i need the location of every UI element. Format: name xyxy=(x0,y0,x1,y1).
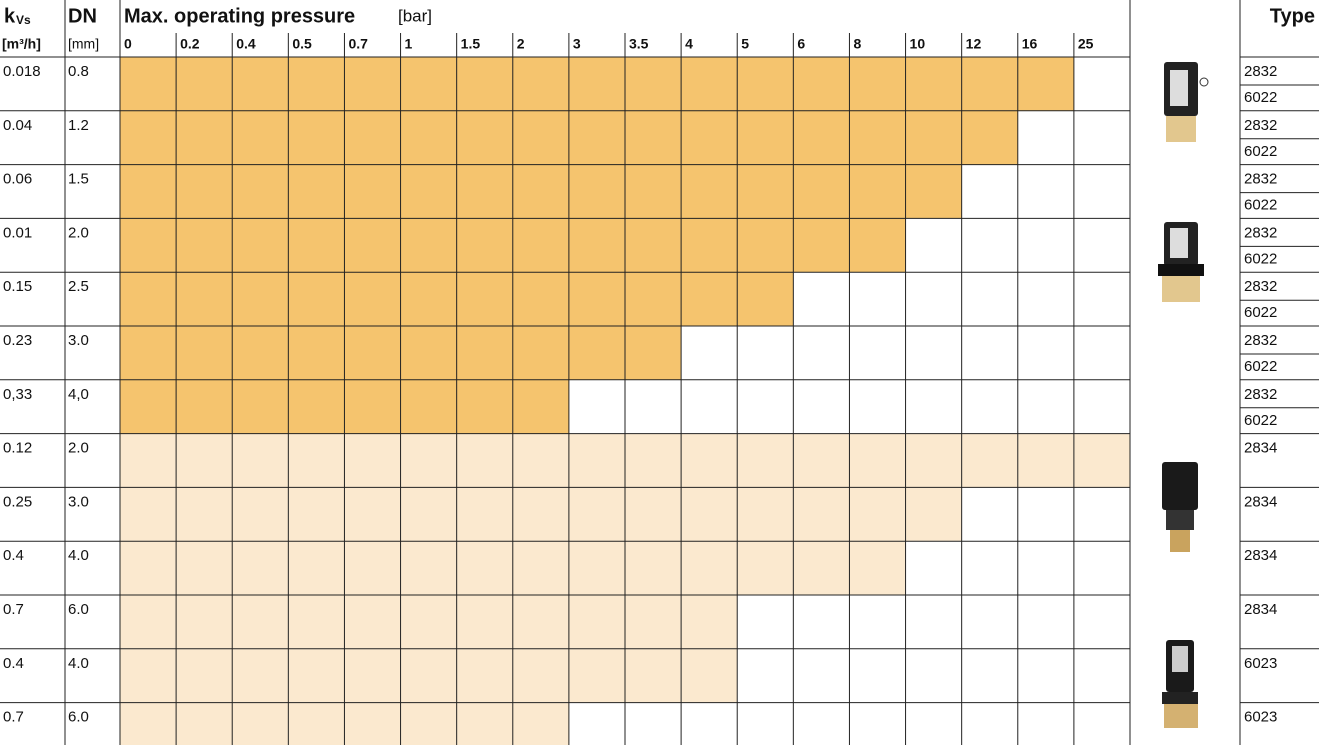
kvs-symbol: k xyxy=(4,5,16,27)
pressure-header: 25 xyxy=(1078,36,1094,52)
type-cell: 6023 xyxy=(1244,655,1277,672)
type-cell: 2834 xyxy=(1244,493,1277,510)
type-cell: 2832 xyxy=(1244,386,1277,403)
pressure-header: 3 xyxy=(573,36,581,52)
kvs-cell: 0.01 xyxy=(3,224,32,241)
type-cell: 6022 xyxy=(1244,197,1277,214)
kvs-cell: 0.018 xyxy=(3,63,41,80)
type-header: Type xyxy=(1270,5,1315,27)
dn-cell: 3.0 xyxy=(68,493,89,510)
type-cell: 6022 xyxy=(1244,358,1277,375)
pressure-range-fill xyxy=(120,648,738,703)
kvs-cell: 0.7 xyxy=(3,709,24,726)
type-cell: 6022 xyxy=(1244,250,1277,267)
kvs-cell: 0.7 xyxy=(3,601,24,618)
kvs-cell: 0.25 xyxy=(3,493,32,510)
type-cell: 6023 xyxy=(1244,709,1277,726)
kvs-cell: 0.4 xyxy=(3,547,24,564)
pressure-header: 0.7 xyxy=(348,36,368,52)
pressure-header: 16 xyxy=(1022,36,1038,52)
pressure-header: 0.5 xyxy=(292,36,312,52)
type-cell: 2832 xyxy=(1244,117,1277,134)
pressure-header: 1 xyxy=(405,36,413,52)
pressure-header: 8 xyxy=(853,36,861,52)
kvs-cell: 0.06 xyxy=(3,171,32,188)
kvs-cell: 0.15 xyxy=(3,278,32,295)
type-cell: 2834 xyxy=(1244,601,1277,618)
dn-cell: 0.8 xyxy=(68,63,89,80)
type-cell: 2832 xyxy=(1244,63,1277,80)
pressure-header: 5 xyxy=(741,36,749,52)
dn-unit: [mm] xyxy=(68,36,99,52)
type-cell: 2832 xyxy=(1244,278,1277,295)
dn-cell: 4.0 xyxy=(68,655,89,672)
dn-cell: 3.0 xyxy=(68,332,89,349)
type-cell: 2832 xyxy=(1244,171,1277,188)
dn-cell: 2.0 xyxy=(68,440,89,457)
type-cell: 6022 xyxy=(1244,412,1277,429)
pressure-header: 0 xyxy=(124,36,132,52)
dn-cell: 6.0 xyxy=(68,709,89,726)
valve-image xyxy=(1162,462,1198,552)
pressure-range-fill xyxy=(120,164,962,219)
pressure-header: 2 xyxy=(517,36,525,52)
valve-image xyxy=(1162,640,1198,728)
kvs-cell: 0.23 xyxy=(3,332,32,349)
pressure-header: 1.5 xyxy=(461,36,481,52)
kvs-cell: 0.12 xyxy=(3,440,32,457)
dn-cell: 4,0 xyxy=(68,386,89,403)
dn-cell: 2.5 xyxy=(68,278,89,295)
kvs-cell: 0.04 xyxy=(3,117,32,134)
type-cell: 2832 xyxy=(1244,332,1277,349)
pressure-header: 10 xyxy=(910,36,926,52)
dn-header: DN xyxy=(68,5,97,27)
type-cell: 6022 xyxy=(1244,304,1277,321)
type-cell: 2832 xyxy=(1244,224,1277,241)
pressure-header: 6 xyxy=(797,36,805,52)
type-cell: 6022 xyxy=(1244,143,1277,160)
valve-image xyxy=(1164,62,1209,142)
dn-cell: 1.5 xyxy=(68,171,89,188)
kvs-cell: 0.4 xyxy=(3,655,24,672)
pressure-range-fill xyxy=(120,595,738,649)
type-cell: 6022 xyxy=(1244,89,1277,106)
pressure-header: 0.2 xyxy=(180,36,200,52)
pressure-title: Max. operating pressure xyxy=(124,5,355,27)
kvs-unit: [m³/h] xyxy=(2,36,41,52)
pressure-range-fill xyxy=(120,487,962,542)
kvs-cell: 0,33 xyxy=(3,386,32,403)
dn-cell: 4.0 xyxy=(68,547,89,564)
dn-cell: 1.2 xyxy=(68,117,89,134)
pressure-header: 4 xyxy=(685,36,693,52)
valve-image xyxy=(1158,222,1204,302)
dn-cell: 2.0 xyxy=(68,224,89,241)
type-cell: 2834 xyxy=(1244,440,1277,457)
dn-cell: 6.0 xyxy=(68,601,89,618)
pressure-range-fill xyxy=(120,57,1074,111)
type-cell: 2834 xyxy=(1244,547,1277,564)
pressure-header: 3.5 xyxy=(629,36,649,52)
pressure-header: 0.4 xyxy=(236,36,256,52)
kvs-subscript: Vs xyxy=(16,13,31,27)
pressure-unit: [bar] xyxy=(398,6,432,25)
pressure-header: 12 xyxy=(966,36,982,52)
